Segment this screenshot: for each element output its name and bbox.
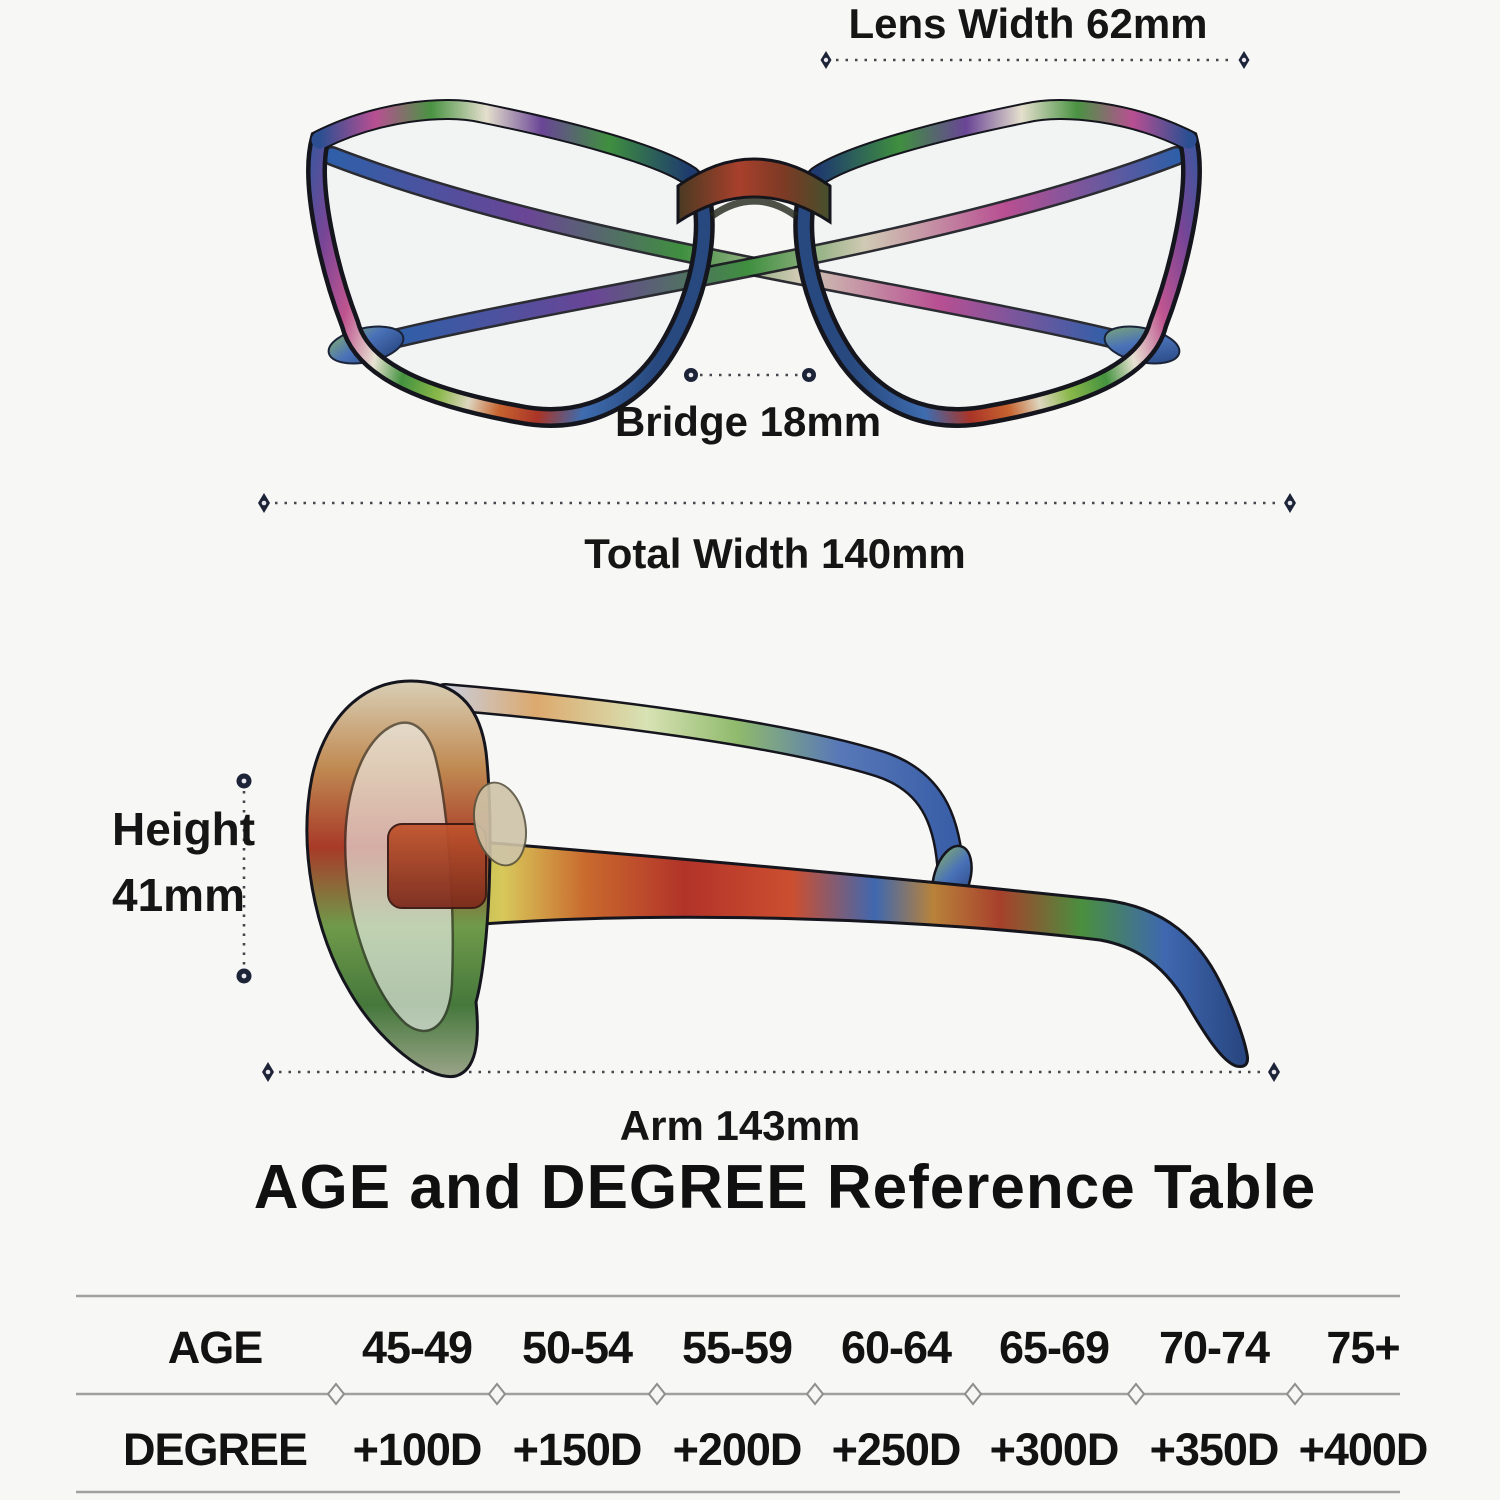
height-label: Height: [112, 803, 256, 855]
age-cell: 60-64: [840, 1322, 952, 1373]
lens-width-label: Lens Width 62mm: [848, 0, 1208, 47]
left-lens-rim: [306, 99, 715, 428]
front-view-glasses-illustration: [306, 99, 1202, 428]
arm-length-label: Arm 143mm: [619, 1102, 861, 1149]
age-row-label: AGE: [167, 1322, 264, 1373]
side-view-glasses-illustration: [305, 679, 1249, 1079]
age-cell: 70-74: [1158, 1322, 1270, 1373]
bridge-piece: [676, 157, 832, 225]
degree-cell: +150D: [512, 1424, 643, 1475]
table-divider-diamond-icons: [326, 1382, 1305, 1406]
near-temple-arm: [418, 836, 1249, 1068]
hinge-block: [387, 823, 487, 909]
bridge-label: Bridge 18mm: [614, 398, 882, 445]
degree-cell: +250D: [831, 1424, 962, 1475]
folded-temples: [322, 146, 1186, 365]
age-cell: 50-54: [521, 1322, 633, 1373]
age-cell: 55-59: [681, 1322, 793, 1373]
degree-cell: +300D: [989, 1424, 1120, 1475]
nose-arch: [709, 197, 799, 219]
right-lens-rim: [793, 99, 1202, 428]
degree-cell: +400D: [1298, 1424, 1429, 1475]
degree-cell: +350D: [1149, 1424, 1280, 1475]
total-width-label: Total Width 140mm: [584, 530, 966, 577]
table-rules: [76, 1294, 1400, 1494]
age-cell: 45-49: [361, 1322, 473, 1373]
age-cell: 65-69: [998, 1322, 1110, 1373]
reference-table-title: AGE and DEGREE Reference Table: [253, 1153, 1317, 1222]
degree-row-label: DEGREE: [122, 1424, 308, 1475]
nose-pad: [473, 781, 527, 867]
age-cell: 75+: [1326, 1322, 1400, 1373]
degree-cell: +100D: [352, 1424, 483, 1475]
height-value: 41mm: [112, 869, 245, 921]
degree-cell: +200D: [672, 1424, 803, 1475]
measure-endpoint-icons: [236, 51, 1296, 1082]
